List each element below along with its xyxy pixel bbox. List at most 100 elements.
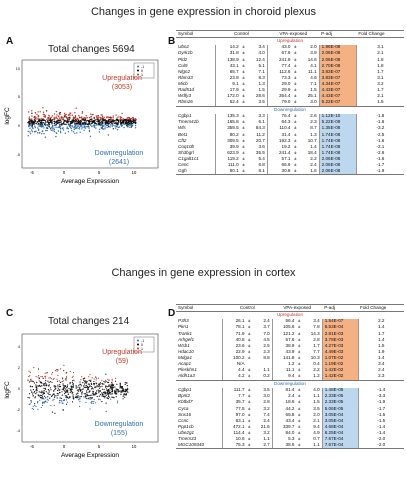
scatter-point <box>50 404 52 406</box>
scatter-point <box>105 380 107 382</box>
fold-change-value: -2.6 <box>355 150 404 157</box>
scatter-point <box>44 395 46 397</box>
scatter-point <box>58 390 60 392</box>
scatter-point <box>65 391 67 393</box>
scatter-point <box>111 124 113 126</box>
scatter-point <box>110 116 112 119</box>
scatter-point <box>45 383 47 385</box>
scatter-point <box>81 393 83 395</box>
scatter-point <box>107 395 109 397</box>
scatter-point <box>129 119 132 121</box>
scatter-point <box>95 402 97 404</box>
control-mean: 40.8 <box>221 337 247 343</box>
p-adj-value: 3.83E-07 <box>318 69 357 76</box>
scatter-point <box>81 391 83 393</box>
scatter-point <box>63 364 65 366</box>
scatter-point <box>126 382 128 384</box>
scatter-point <box>79 397 81 399</box>
plus-minus: ± <box>297 411 301 417</box>
legend-label: 1 <box>141 73 143 77</box>
p-adj-value: 1.12E-10 <box>318 113 357 120</box>
scatter-point <box>59 392 61 394</box>
scatter-point <box>99 124 102 127</box>
control-mean: 75.3 <box>221 442 247 450</box>
vpa-mean: 77.4 <box>266 63 293 69</box>
scatter-point <box>105 124 107 126</box>
scatter-point <box>44 115 47 118</box>
plus-minus: ± <box>242 143 245 149</box>
vpa-sem: 7.1 <box>310 80 317 86</box>
scatter-point <box>51 121 53 123</box>
scatter-point <box>29 120 31 123</box>
scatter-point <box>103 120 105 122</box>
p-adj-value: 1.42E-02 <box>321 367 359 374</box>
scatter-point <box>28 381 30 383</box>
fold-change-value: 1.8 <box>355 57 404 63</box>
control-mean: 97.0 <box>221 412 247 418</box>
vpa-sem: 1.4 <box>310 143 317 149</box>
scatter-point <box>63 112 66 115</box>
scatter-point <box>92 402 94 404</box>
gene-symbol: Ppp1cb <box>178 423 194 429</box>
scatter-point <box>122 388 124 390</box>
plus-minus: ± <box>297 324 301 330</box>
col-control: Control <box>222 304 273 312</box>
table-row: Cgbp1 135.3 ±3.3 76.4 ±2.6 1.12E-10 -1.8 <box>176 113 404 120</box>
scatter-point <box>61 381 63 383</box>
scatter-point <box>131 124 133 127</box>
scatter-point <box>44 401 46 403</box>
scatter-point <box>52 128 54 130</box>
vpa-sem: 1.5 <box>313 399 320 405</box>
scatter-point <box>62 384 64 386</box>
scatter-point <box>31 407 33 410</box>
vpa-sem: 2.1 <box>313 417 320 423</box>
control-sem: 5.1 <box>258 62 265 68</box>
scatter-point <box>41 126 43 128</box>
p-adj-value: 1.54E-07 <box>321 319 359 325</box>
scatter-point <box>43 127 45 129</box>
plus-minus: ± <box>242 93 245 99</box>
scatter-point <box>116 390 118 392</box>
scatter-point <box>75 124 77 127</box>
plus-minus: ± <box>242 162 245 168</box>
scatter-point <box>81 119 83 121</box>
scatter-point <box>111 378 113 380</box>
scatter-point <box>64 386 67 388</box>
scatter-point <box>123 390 125 392</box>
scatter-point <box>43 387 45 390</box>
scatter-point <box>123 123 125 126</box>
scatter-point <box>83 117 85 119</box>
scatter-point <box>57 384 59 386</box>
scatter-point <box>112 396 114 398</box>
scatter-point <box>98 387 101 389</box>
scatter-point <box>38 377 41 379</box>
scatter-point <box>30 118 33 120</box>
scatter-point <box>60 399 62 402</box>
scatter-point <box>28 118 30 120</box>
scatter-point <box>55 388 57 390</box>
vpa-sem: 3.9 <box>310 50 317 56</box>
scatter-point <box>116 402 118 404</box>
scatter-point <box>96 116 98 119</box>
control-sem: 4.5 <box>263 336 270 342</box>
scatter-point <box>33 130 36 133</box>
scatter-point <box>62 383 64 385</box>
scatter-point <box>31 115 33 117</box>
table-row: Hdac10 22.9 ±2.3 43.9 ±7.7 4.49E-03 1.9 <box>176 349 404 356</box>
scatter-point <box>63 385 65 387</box>
scatter-point <box>101 383 103 385</box>
scatter-point <box>35 376 37 378</box>
scatter-point <box>62 123 64 125</box>
control-mean: 31.8 <box>215 51 241 57</box>
scatter-point <box>81 116 83 118</box>
control-mean: 4.4 <box>221 367 247 374</box>
vpa-sem: 9.4 <box>313 423 320 429</box>
plus-minus: ± <box>293 74 297 80</box>
scatter-point <box>105 394 107 396</box>
vpa-mean: 29.0 <box>266 81 293 88</box>
vpa-mean: 339.7 <box>271 424 297 431</box>
scatter-point <box>62 127 64 129</box>
table-row: Rbm33 23.8 ±8.3 73.3 ±4.6 3.83E-07 3.1 <box>176 74 404 82</box>
scatter-point <box>45 380 47 382</box>
scatter-point <box>82 388 84 391</box>
